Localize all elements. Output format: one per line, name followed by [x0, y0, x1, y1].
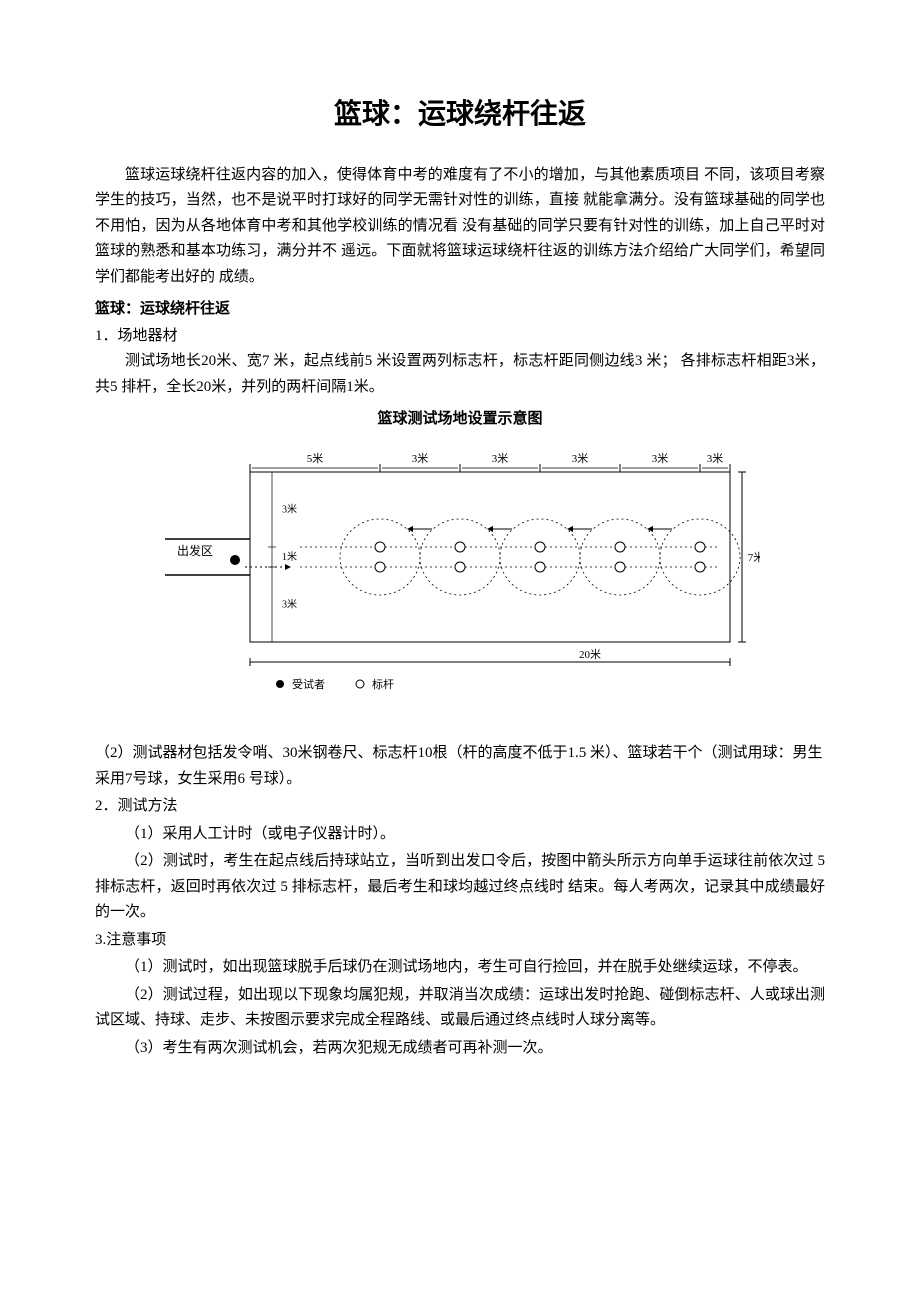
- svg-text:3米: 3米: [492, 452, 509, 465]
- intro-paragraph: 篮球运球绕杆往返内容的加入，使得体育中考的难度有了不小的增加，与其他素质项目 不…: [95, 163, 825, 291]
- item-2-p1: （1）采用人工计时（或电子仪器计时）。: [95, 822, 825, 848]
- field-diagram: 5米 3米 3米 3米 3米 3米 7米 20米 出发区 3米 1米 3米受试者 标杆: [160, 452, 760, 712]
- svg-text:受试者: 受试者: [292, 678, 325, 691]
- item-3-p2: （2）测试过程，如出现以下现象均属犯规，并取消当次成绩：运球出发时抢跑、碰倒标志…: [95, 983, 825, 1034]
- diagram-container: 5米 3米 3米 3米 3米 3米 7米 20米 出发区 3米 1米 3米受试者 标杆: [95, 452, 825, 722]
- item-3-p3: （3）考生有两次测试机会，若两次犯规无成绩者可再补测一次。: [95, 1036, 825, 1062]
- item-2-p2: （2）测试时，考生在起点线后持球站立，当听到出发口令后，按图中箭头所示方向单手运…: [95, 849, 825, 926]
- svg-text:3米: 3米: [282, 597, 297, 610]
- svg-text:7米: 7米: [748, 551, 760, 564]
- svg-text:3米: 3米: [652, 452, 669, 465]
- page-title: 篮球：运球绕杆往返: [95, 90, 825, 138]
- item-1-body: 测试场地长20米、宽7 米，起点线前5 米设置两列标志杆，标志杆距同侧边线3 米…: [95, 349, 825, 400]
- svg-text:3米: 3米: [572, 452, 589, 465]
- item-1-p2: （2）测试器材包括发令哨、30米钢卷尺、标志杆10根（杆的高度不低于1.5 米）…: [95, 741, 825, 792]
- svg-text:3米: 3米: [707, 452, 724, 465]
- item-2-label: 2．测试方法: [95, 794, 825, 820]
- svg-text:20米: 20米: [579, 648, 601, 661]
- svg-text:3米: 3米: [282, 502, 297, 515]
- section-header: 篮球：运球绕杆往返: [95, 296, 825, 322]
- item-1-label: 1．场地器材: [95, 324, 825, 350]
- diagram-title: 篮球测试场地设置示意图: [95, 406, 825, 432]
- svg-text:出发区: 出发区: [177, 543, 213, 558]
- svg-text:标杆: 标杆: [372, 677, 394, 691]
- item-3-label: 3.注意事项: [95, 928, 825, 954]
- svg-text:5米: 5米: [307, 452, 324, 465]
- svg-text:3米: 3米: [412, 452, 429, 465]
- svg-text:1米: 1米: [282, 550, 297, 563]
- item-3-p1: （1）测试时，如出现篮球脱手后球仍在测试场地内，考生可自行捡回，并在脱手处继续运…: [95, 955, 825, 981]
